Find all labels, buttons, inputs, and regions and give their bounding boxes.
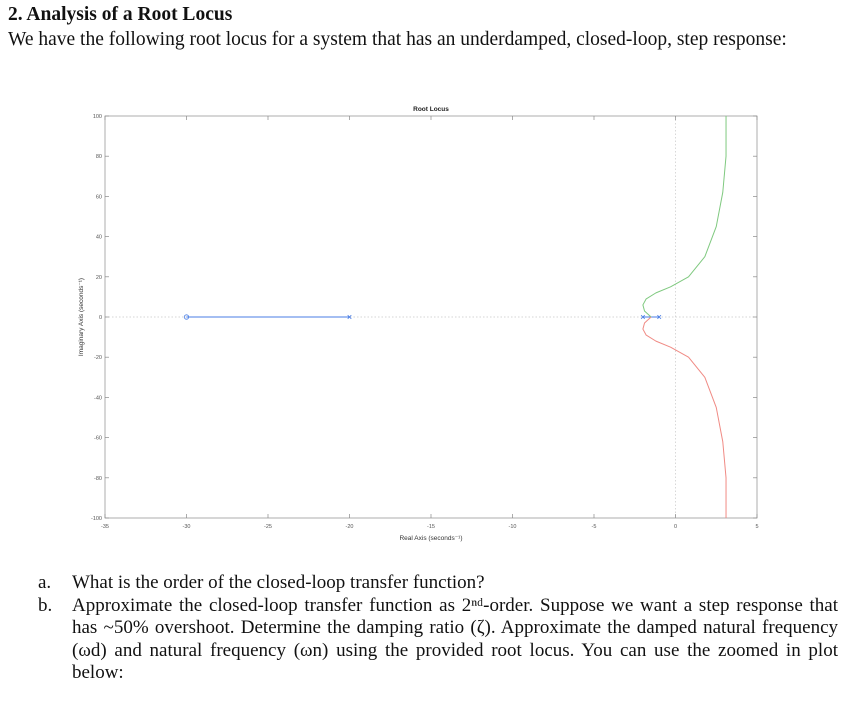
locus-branch-4 — [642, 316, 727, 518]
question-b: b. Approximate the closed-loop transfer … — [38, 595, 838, 685]
y-tick-label: -100 — [91, 516, 102, 522]
x-tick-label: -5 — [592, 524, 597, 530]
zero-marker — [183, 314, 190, 320]
y-tick-label: 20 — [96, 275, 102, 281]
question-text: Approximate the closed-loop transfer fun… — [72, 594, 838, 684]
chart-marks — [183, 116, 727, 518]
y-tick-label: -40 — [94, 395, 102, 401]
y-axis-label: Imaginary Axis (seconds⁻¹) — [78, 278, 85, 356]
x-tick-label: 5 — [755, 524, 758, 530]
y-tick-label: -60 — [94, 436, 102, 442]
question-a: a. What is the order of the closed-loop … — [38, 572, 838, 595]
question-label: b. — [38, 594, 53, 616]
question-text: What is the order of the closed-loop tra… — [72, 572, 485, 593]
x-tick-label: -25 — [264, 524, 272, 530]
x-tick-label: -20 — [346, 524, 354, 530]
x-axis-label: Real Axis (seconds⁻¹) — [399, 535, 462, 542]
y-tick-label: -20 — [94, 355, 102, 361]
question-label: a. — [38, 572, 52, 593]
x-tick-label: -10 — [509, 524, 517, 530]
y-tick-label: 0 — [99, 315, 102, 321]
x-tick-label: 0 — [674, 524, 677, 530]
x-tick-label: -30 — [183, 524, 191, 530]
x-tick-label: -15 — [427, 524, 435, 530]
chart-labels: -35 -30 -25 -20 -15 -10 -5 0 5 100 80 60 40 20 0 -20 -40… — [78, 106, 759, 542]
y-tick-label: 40 — [96, 235, 102, 241]
section-heading: 2. Analysis of a Root Locus — [8, 4, 233, 25]
intro-paragraph: We have the following root locus for a s… — [8, 29, 787, 50]
pole-marker — [657, 314, 662, 320]
y-tick-label: -80 — [94, 476, 102, 482]
root-locus-chart: -35 -30 -25 -20 -15 -10 -5 0 5 100 80 60 40 20 0 -20 -40… — [78, 106, 759, 542]
pole-marker — [640, 314, 645, 320]
x-tick-label: -35 — [101, 524, 109, 530]
y-tick-label: 60 — [96, 194, 102, 200]
y-tick-label: 100 — [93, 114, 102, 120]
pole-marker — [347, 314, 352, 320]
chart-title: Root Locus — [413, 106, 449, 113]
question-list: a. What is the order of the closed-loop … — [38, 572, 838, 685]
locus-branch-3 — [642, 116, 727, 318]
y-tick-label: 80 — [96, 154, 102, 160]
